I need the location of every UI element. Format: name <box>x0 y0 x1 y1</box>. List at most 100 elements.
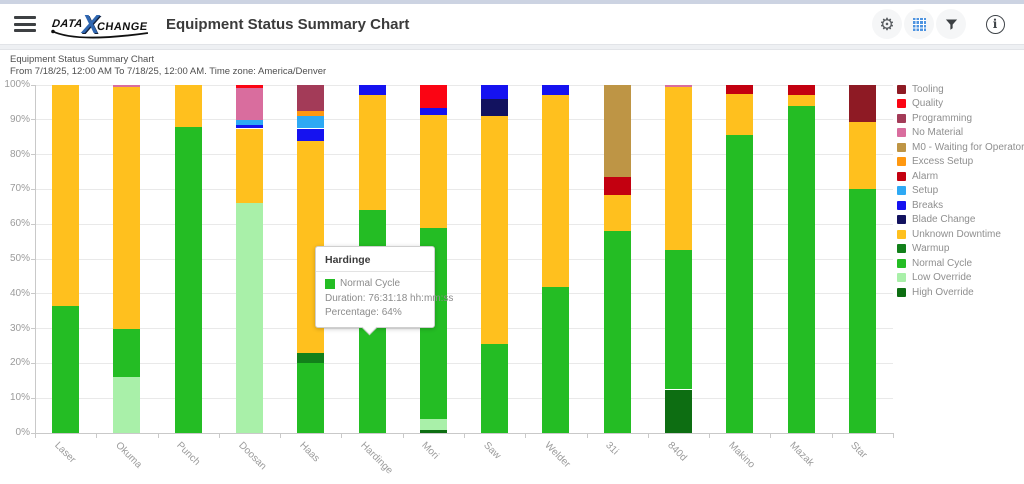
y-axis-tick <box>31 293 35 295</box>
segment-setup[interactable] <box>297 116 325 129</box>
segment-normal-cycle[interactable] <box>603 231 631 433</box>
segment-no-material[interactable] <box>665 85 692 87</box>
y-axis-tick <box>31 154 35 156</box>
segment-setup[interactable] <box>236 119 263 126</box>
x-axis-tick <box>647 433 649 438</box>
segment-m0-waiting-for-operator[interactable] <box>603 85 631 178</box>
segment-tooling[interactable] <box>848 85 876 122</box>
legend-swatch <box>897 128 906 138</box>
segment-normal-cycle[interactable] <box>848 189 876 433</box>
legend-item-no-material[interactable]: No Material <box>897 126 1024 141</box>
legend-item-m0-waiting-for-operator[interactable]: M0 - Waiting for Operator <box>897 140 1024 155</box>
segment-breaks[interactable] <box>419 107 447 115</box>
segment-excess-setup[interactable] <box>297 111 325 117</box>
x-axis-label: 31i <box>603 440 621 458</box>
segment-unknown-downtime[interactable] <box>787 95 815 106</box>
segment-breaks[interactable] <box>358 85 386 96</box>
segment-breaks[interactable] <box>542 85 570 96</box>
segment-unknown-downtime[interactable] <box>603 194 631 232</box>
info-icon[interactable]: i <box>980 9 1010 39</box>
settings-icon[interactable]: ⚙ <box>872 9 902 39</box>
segment-unknown-downtime[interactable] <box>358 95 386 211</box>
gridline <box>35 223 893 225</box>
legend-swatch <box>897 186 906 196</box>
legend-label: Quality <box>912 98 944 110</box>
segment-unknown-downtime[interactable] <box>419 114 447 228</box>
segment-normal-cycle[interactable] <box>52 305 80 433</box>
segment-alarm[interactable] <box>726 85 754 94</box>
segment-breaks[interactable] <box>297 128 325 141</box>
segment-normal-cycle[interactable] <box>726 135 754 433</box>
legend-item-tooling[interactable]: Tooling <box>897 82 1024 97</box>
y-axis-tick <box>31 258 35 260</box>
menu-icon[interactable] <box>14 16 36 32</box>
segment-unknown-downtime[interactable] <box>113 86 141 329</box>
y-axis-label: 30% <box>9 322 30 334</box>
segment-normal-cycle[interactable] <box>113 328 141 378</box>
legend-item-setup[interactable]: Setup <box>897 184 1024 199</box>
legend-item-programming[interactable]: Programming <box>897 111 1024 126</box>
legend-swatch <box>897 215 906 225</box>
segment-unknown-downtime[interactable] <box>848 121 876 190</box>
gridline <box>35 84 893 86</box>
segment-high-override[interactable] <box>419 429 447 433</box>
segment-normal-cycle[interactable] <box>174 126 202 433</box>
segment-normal-cycle[interactable] <box>665 250 692 390</box>
segment-alarm[interactable] <box>787 85 815 96</box>
segment-unknown-downtime[interactable] <box>665 86 692 251</box>
x-axis-label: Haas <box>297 440 322 465</box>
segment-no-material[interactable] <box>113 85 141 87</box>
segment-unknown-downtime[interactable] <box>542 95 570 287</box>
chart-meta: Equipment Status Summary Chart From 7/18… <box>10 54 326 77</box>
segment-unknown-downtime[interactable] <box>52 85 80 306</box>
tooltip-divider <box>316 271 434 272</box>
legend-item-blade-change[interactable]: Blade Change <box>897 213 1024 228</box>
gridline <box>35 362 893 364</box>
y-axis-tick <box>31 223 35 225</box>
legend-item-excess-setup[interactable]: Excess Setup <box>897 155 1024 170</box>
grid-icon[interactable] <box>904 9 934 39</box>
y-axis-tick <box>31 432 35 434</box>
segment-breaks[interactable] <box>481 85 509 99</box>
legend-swatch <box>897 200 906 210</box>
header-actions: ⚙ i <box>872 9 1010 39</box>
segment-low-override[interactable] <box>113 377 141 433</box>
legend-label: Blade Change <box>912 214 976 226</box>
segment-low-override[interactable] <box>236 203 263 433</box>
segment-breaks[interactable] <box>236 125 263 129</box>
segment-alarm[interactable] <box>603 177 631 195</box>
y-axis-tick <box>31 362 35 364</box>
legend-item-alarm[interactable]: Alarm <box>897 169 1024 184</box>
segment-normal-cycle[interactable] <box>787 105 815 433</box>
filter-icon[interactable] <box>936 9 966 39</box>
segment-quality[interactable] <box>419 85 447 108</box>
legend-item-unknown-downtime[interactable]: Unknown Downtime <box>897 227 1024 242</box>
segment-quality[interactable] <box>236 85 263 89</box>
legend-item-normal-cycle[interactable]: Normal Cycle <box>897 256 1024 271</box>
segment-normal-cycle[interactable] <box>481 344 509 433</box>
x-axis-label: Doosan <box>235 440 268 473</box>
segment-programming[interactable] <box>297 85 325 112</box>
legend-label: Normal Cycle <box>912 257 973 269</box>
legend-swatch <box>897 113 906 123</box>
segment-unknown-downtime[interactable] <box>174 85 202 127</box>
segment-warmup[interactable] <box>297 352 325 364</box>
legend-swatch <box>897 229 906 239</box>
segment-normal-cycle[interactable] <box>542 286 570 433</box>
segment-low-override[interactable] <box>419 419 447 430</box>
legend-label: Excess Setup <box>912 156 974 168</box>
legend-item-quality[interactable]: Quality <box>897 97 1024 112</box>
x-axis-tick <box>280 433 282 438</box>
segment-unknown-downtime[interactable] <box>481 116 509 345</box>
legend-item-low-override[interactable]: Low Override <box>897 271 1024 286</box>
segment-no-material[interactable] <box>236 88 263 120</box>
x-axis-tick <box>525 433 527 438</box>
segment-unknown-downtime[interactable] <box>726 93 754 136</box>
segment-blade-change[interactable] <box>481 98 509 117</box>
segment-normal-cycle[interactable] <box>297 363 325 433</box>
legend-item-breaks[interactable]: Breaks <box>897 198 1024 213</box>
legend-item-high-override[interactable]: High Override <box>897 285 1024 300</box>
legend-item-warmup[interactable]: Warmup <box>897 242 1024 257</box>
segment-high-override[interactable] <box>665 389 692 433</box>
segment-unknown-downtime[interactable] <box>236 128 263 204</box>
